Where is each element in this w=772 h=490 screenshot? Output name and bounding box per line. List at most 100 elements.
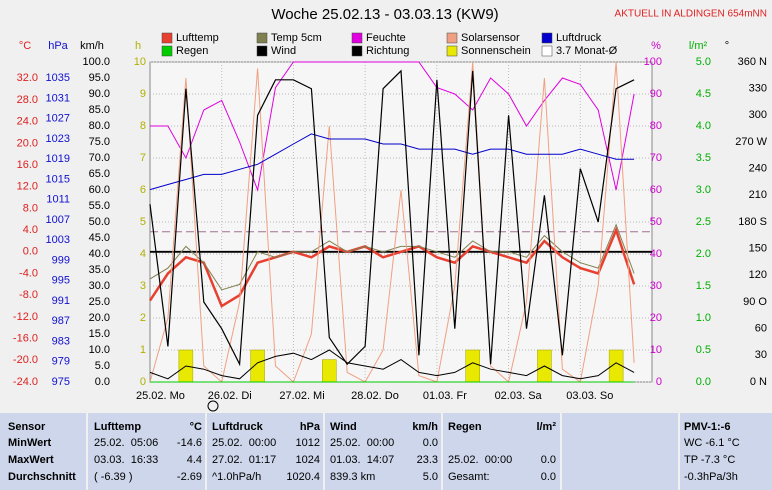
legend-swatch [541, 45, 553, 57]
y-tick-label: 40 [650, 248, 662, 260]
table-cell: 23.3 [416, 454, 438, 466]
y-tick-label: 180 S [738, 216, 767, 228]
table-cell: Wind [330, 421, 357, 433]
y-tick-label: 65.0 [89, 168, 110, 180]
sunshine-bar [322, 359, 337, 383]
y-tick-label: 3.0 [696, 184, 711, 196]
y-tick-label: 100.0 [82, 56, 110, 68]
y-tick-label: 999 [52, 254, 70, 266]
table-cell: -0.3hPa/3h [684, 471, 738, 483]
legend-label: Luftdruck [556, 32, 602, 44]
marker-icon [207, 400, 219, 412]
legend-label: Wind [271, 45, 296, 57]
table-cell: 25.02. 00:00 [212, 437, 277, 449]
table-cell: ( -6.39 ) [94, 471, 133, 483]
series-line [149, 133, 635, 191]
table-cell: Gesamt: [448, 471, 490, 483]
table-cell: 839.3 km [330, 471, 376, 483]
table-cell: °C [189, 421, 202, 433]
y-tick-label: 0 [140, 376, 146, 388]
y-tick-label: -8.0 [19, 289, 38, 301]
table-cell: Sensor [8, 421, 46, 433]
y-tick-label: 12.0 [17, 181, 38, 193]
y-tick-label: 24.0 [17, 116, 38, 128]
legend-label: 3.7 Monat-Ø [556, 45, 618, 57]
y-tick-label: 150 [749, 243, 767, 255]
table-cell: -14.6 [176, 437, 202, 449]
table-cell: PMV-1:-6 [684, 421, 731, 433]
table-cell: MinWert [8, 437, 52, 449]
table-cell: km/h [412, 421, 438, 433]
table-cell: 25.02. 05:06 [94, 437, 159, 449]
y-tick-label: 9 [140, 88, 146, 100]
x-tick-label: 02.03. Sa [495, 390, 543, 402]
cell-block [562, 413, 678, 490]
y-tick-label: 210 [749, 189, 767, 201]
table-cell: 4.4 [186, 454, 202, 466]
cell-block [325, 413, 441, 490]
y-tick-label: 60 [755, 323, 767, 335]
legend-swatch [446, 45, 458, 57]
legend-label: Solarsensor [461, 32, 520, 44]
y-tick-label: 20.0 [89, 312, 110, 324]
legend-swatch [161, 45, 173, 57]
y-tick-label: -12.0 [13, 311, 38, 323]
x-tick-label: 25.02. Mo [136, 390, 185, 402]
y-tick-label: 60.0 [89, 184, 110, 196]
station-note: AKTUELL IN ALDINGEN 654mNN [615, 9, 767, 20]
table-cell: 0.0 [540, 454, 556, 466]
y-tick-label: 1035 [46, 72, 70, 84]
sunshine-bar [465, 349, 480, 383]
legend-swatch [256, 32, 268, 44]
y-tick-label: 40.0 [89, 248, 110, 260]
y-tick-label: 4.0 [23, 224, 38, 236]
table-cell: 1020.4 [286, 471, 320, 483]
table-cell: TP -7.3 °C [684, 454, 736, 466]
y-tick-label: 300 [749, 109, 767, 121]
y-tick-label: 5 [140, 216, 146, 228]
legend-label: Regen [176, 45, 208, 57]
table-cell: 27.02. 01:17 [212, 454, 277, 466]
table-cell: Lufttemp [94, 421, 142, 433]
y-tick-label: 1.0 [696, 312, 711, 324]
legend-swatch [256, 45, 268, 57]
y-tick-label: 30 [755, 349, 767, 361]
table-cell: 1024 [295, 454, 320, 466]
y-tick-label: 80.0 [89, 120, 110, 132]
legend-swatch [351, 45, 363, 57]
y-tick-label: 3 [140, 280, 146, 292]
y-tick-label: 360 N [738, 56, 767, 68]
y-tick-label: 0.0 [23, 246, 38, 258]
y-tick-label: 50.0 [89, 216, 110, 228]
y-tick-label: 50 [650, 216, 662, 228]
y-tick-label: -20.0 [13, 354, 38, 366]
table-cell: 25.02. 00:00 [448, 454, 513, 466]
table-cell: hPa [299, 421, 320, 433]
x-tick-label: 01.03. Fr [423, 390, 467, 402]
axis-unit: km/h [80, 40, 104, 52]
y-tick-label: 10 [134, 56, 146, 68]
y-tick-label: 4.0 [696, 120, 711, 132]
series-line [148, 226, 636, 308]
cell-block [680, 413, 772, 490]
y-tick-label: 80 [650, 120, 662, 132]
y-tick-label: 1015 [46, 173, 70, 185]
y-tick-label: 5.0 [95, 360, 110, 372]
y-tick-label: 10 [650, 344, 662, 356]
table-cell: Regen [448, 421, 482, 433]
y-tick-label: 2.0 [696, 248, 711, 260]
y-tick-label: 0 [656, 376, 662, 388]
y-tick-label: 1 [140, 344, 146, 356]
table-cell: MaxWert [8, 454, 54, 466]
y-tick-label: -24.0 [13, 376, 38, 388]
legend-label: Feuchte [366, 32, 406, 44]
y-tick-label: 983 [52, 335, 70, 347]
y-tick-label: 35.0 [89, 264, 110, 276]
y-tick-label: 15.0 [89, 328, 110, 340]
y-tick-label: 979 [52, 356, 70, 368]
y-tick-label: 70 [650, 152, 662, 164]
y-tick-label: 975 [52, 376, 70, 388]
y-tick-label: 8 [140, 120, 146, 132]
y-tick-label: 1003 [46, 234, 70, 246]
table-cell: l/m² [536, 421, 556, 433]
